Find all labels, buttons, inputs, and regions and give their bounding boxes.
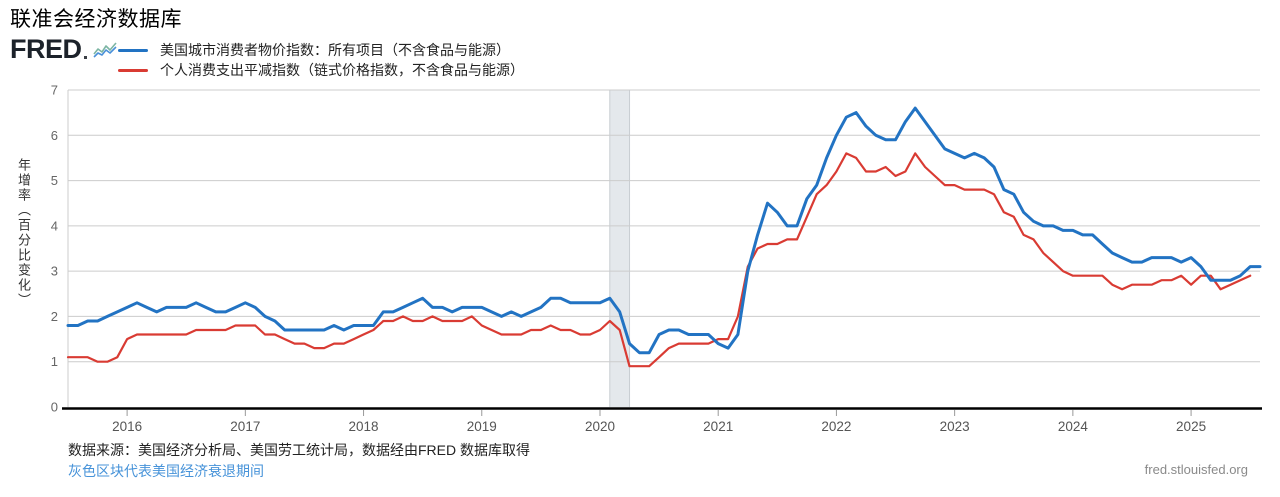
series-line-cpi[interactable] [66, 106, 1262, 355]
x-tick-label: 2020 [585, 419, 615, 434]
y-tick-label: 1 [51, 354, 58, 369]
fred-logo-link[interactable]: FRED [10, 36, 117, 63]
x-tick-label: 2017 [230, 419, 260, 434]
x-tick-label: 2025 [1176, 419, 1206, 434]
y-tick-label: 0 [51, 400, 58, 415]
fred-sparkline-icon [92, 41, 117, 58]
x-tick-label: 2021 [703, 419, 733, 434]
legend-swatch-pce [118, 68, 148, 72]
x-tick-label: 2019 [467, 419, 497, 434]
x-tick-label: 2023 [940, 419, 970, 434]
x-tick-label: 2024 [1058, 419, 1089, 434]
y-tick-label: 7 [51, 83, 58, 98]
y-tick-label: 3 [51, 264, 58, 279]
registered-mark-icon [83, 56, 87, 59]
legend-item-cpi: 美国城市消费者物价指数：所有项目（不含食品与能源） [118, 40, 524, 60]
y-tick-label: 6 [51, 128, 58, 143]
x-tick-label: 2018 [349, 419, 379, 434]
y-tick-label: 4 [51, 218, 58, 233]
legend-label-pce: 个人消费支出平减指数（链式价格指数，不含食品与能源） [160, 62, 524, 78]
x-tick-label: 2022 [821, 419, 851, 434]
y-tick-label: 2 [51, 309, 58, 324]
series-line-pce[interactable] [66, 152, 1252, 368]
fred-site-text: fred.stlouisfed.org [1144, 462, 1248, 477]
legend-label-cpi: 美国城市消费者物价指数：所有项目（不含食品与能源） [160, 42, 510, 58]
fred-logo-text: FRED [10, 34, 82, 64]
data-source-text: 数据来源：美国经济分析局、美国劳工统计局，数据经由FRED 数据库取得 [68, 442, 530, 458]
recession-note-link[interactable]: 灰色区块代表美国经济衰退期间 [68, 463, 264, 479]
y-axis-title: 年增率（百分比变化） [16, 158, 31, 308]
legend-swatch-cpi [118, 48, 148, 52]
legend: 美国城市消费者物价指数：所有项目（不含食品与能源） 个人消费支出平减指数（链式价… [118, 40, 524, 80]
y-tick-label: 5 [51, 173, 58, 188]
legend-item-pce: 个人消费支出平减指数（链式价格指数，不含食品与能源） [118, 60, 524, 80]
page-title: 联准会经济数据库 [10, 8, 182, 31]
x-tick-label: 2016 [112, 419, 142, 434]
